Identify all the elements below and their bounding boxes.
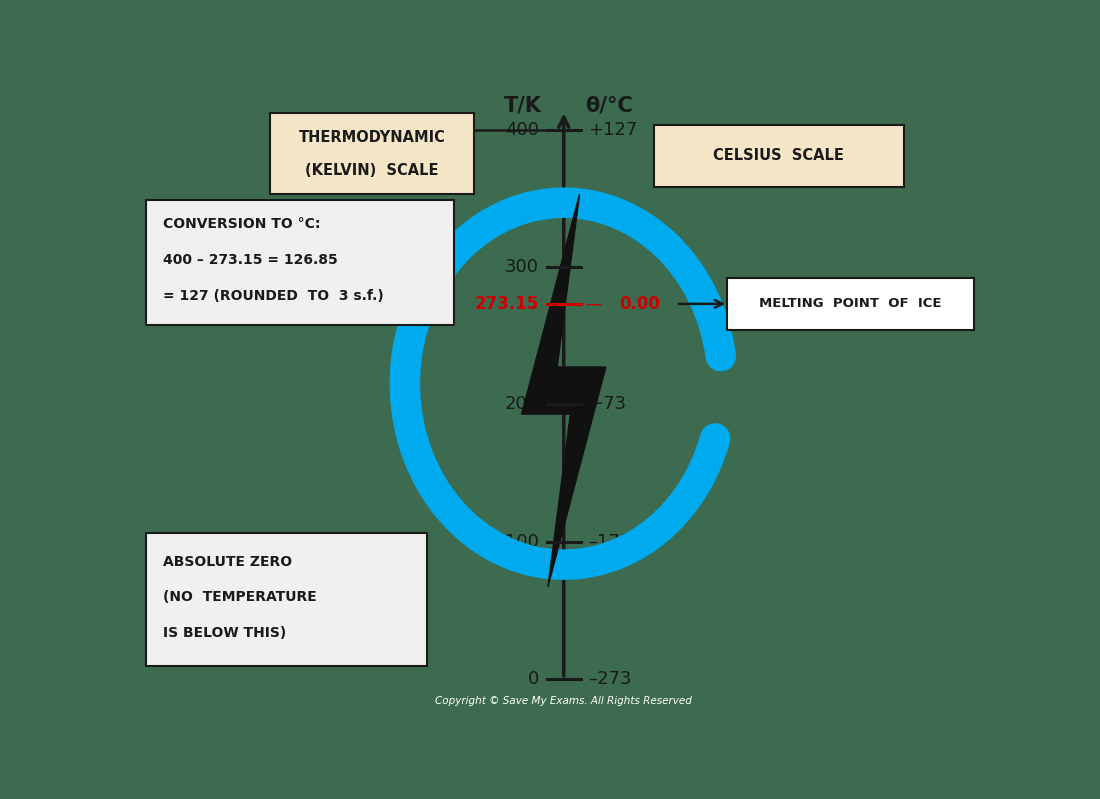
Text: –173: –173 [588,532,631,551]
Text: CONVERSION TO °C:: CONVERSION TO °C: [163,217,320,232]
Text: —: — [585,295,602,313]
Text: 400: 400 [505,121,539,139]
Text: (KELVIN)  SCALE: (KELVIN) SCALE [305,163,439,177]
Text: 300: 300 [505,258,539,276]
Text: 0.00: 0.00 [619,295,660,313]
Text: 273.15: 273.15 [475,295,539,313]
Text: IS BELOW THIS): IS BELOW THIS) [163,626,286,640]
Text: = 127 (ROUNDED  TO  3 s.f.): = 127 (ROUNDED TO 3 s.f.) [163,289,384,303]
FancyBboxPatch shape [727,278,974,330]
Text: Copyright © Save My Exams. All Rights Reserved: Copyright © Save My Exams. All Rights Re… [436,696,692,706]
FancyBboxPatch shape [270,113,474,194]
Text: +127: +127 [588,121,638,139]
FancyBboxPatch shape [653,125,904,187]
Text: CELSIUS  SCALE: CELSIUS SCALE [714,149,845,164]
Text: −73: −73 [588,396,627,413]
FancyBboxPatch shape [146,533,427,666]
Text: –273: –273 [588,670,632,688]
Text: T/K: T/K [504,95,542,115]
Text: 400 – 273.15 = 126.85: 400 – 273.15 = 126.85 [163,253,338,267]
Text: θ/°C: θ/°C [585,95,634,115]
Text: 100: 100 [505,532,539,551]
Text: (NO  TEMPERATURE: (NO TEMPERATURE [163,590,317,604]
Text: 0: 0 [528,670,539,688]
Polygon shape [521,194,606,587]
Text: 200: 200 [505,396,539,413]
Text: MELTING  POINT  OF  ICE: MELTING POINT OF ICE [759,297,942,310]
FancyBboxPatch shape [146,200,454,325]
Text: ABSOLUTE ZERO: ABSOLUTE ZERO [163,555,293,569]
Text: THERMODYNAMIC: THERMODYNAMIC [298,129,446,145]
